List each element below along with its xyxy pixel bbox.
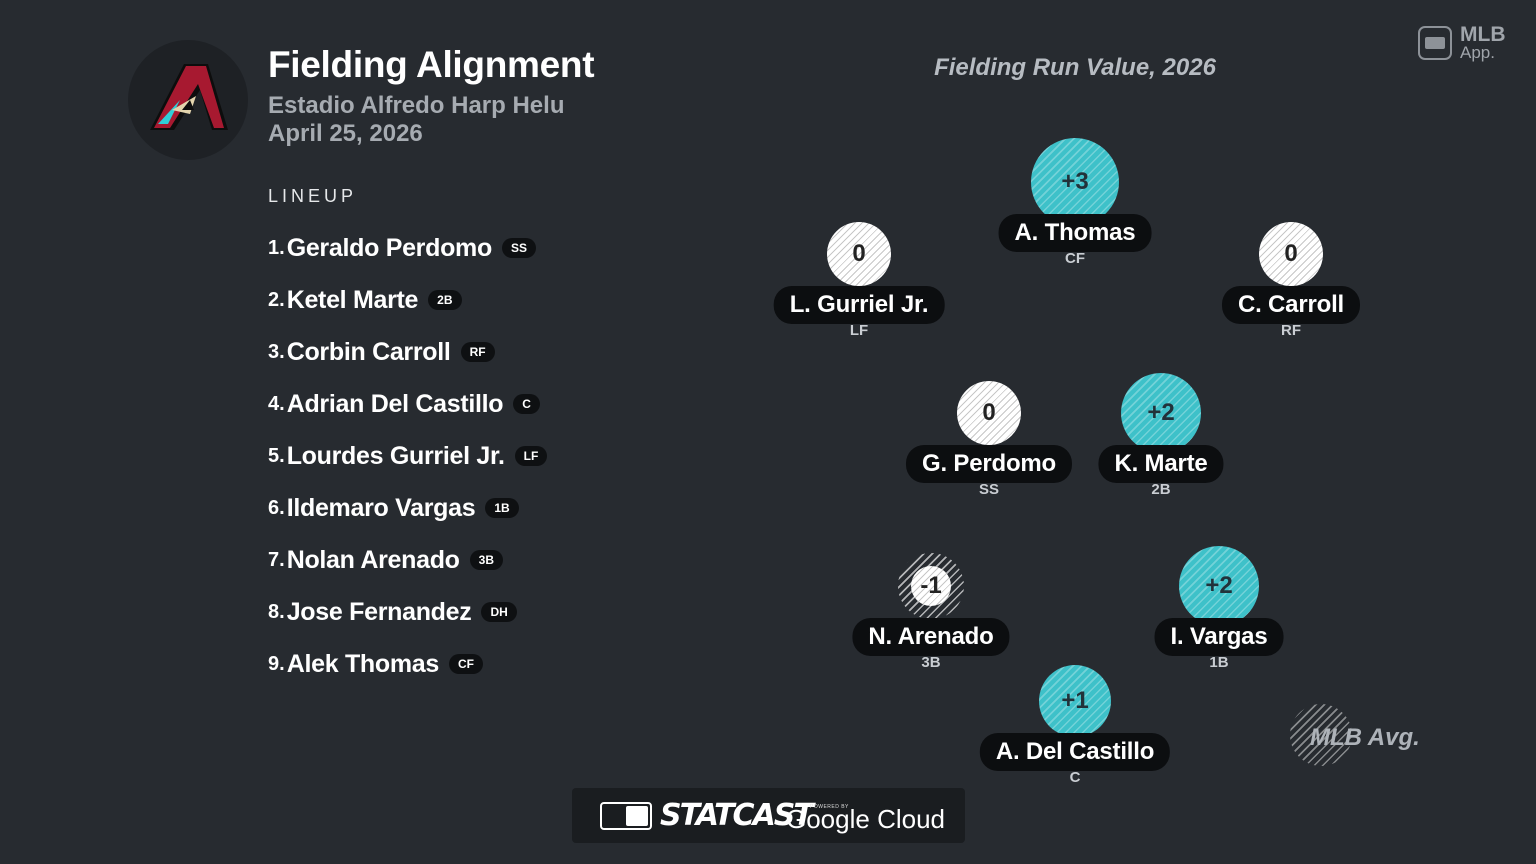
player-name-pill: C. Carroll bbox=[1221, 286, 1361, 324]
venue-label: Estadio Alfredo Harp Helu bbox=[268, 92, 565, 119]
player-position: RF bbox=[1281, 322, 1301, 339]
position-badge: 3B bbox=[469, 550, 503, 570]
player-name-pill: G. Perdomo bbox=[905, 445, 1073, 483]
position-badge: CF bbox=[449, 654, 483, 674]
lineup-number: 6. bbox=[268, 496, 285, 519]
lineup-item: 6. Ildemaro Vargas 1B bbox=[268, 482, 547, 534]
player-position: 1B bbox=[1209, 654, 1229, 671]
lineup-player-name: Adrian Del Castillo bbox=[286, 389, 504, 418]
app-badge-line2: App. bbox=[1460, 43, 1495, 62]
position-badge: C bbox=[513, 394, 540, 414]
lineup-item: 8. Jose Fernandez DH bbox=[268, 586, 547, 638]
player-name-pill: L. Gurriel Jr. bbox=[773, 286, 945, 324]
run-value-bubble: -1 bbox=[911, 566, 951, 606]
lineup-player-name: Lourdes Gurriel Jr. bbox=[286, 441, 505, 470]
position-badge: SS bbox=[501, 238, 536, 258]
statcast-wordmark: STATCAST bbox=[660, 798, 814, 833]
position-badge: 1B bbox=[485, 498, 519, 518]
lineup-number: 9. bbox=[268, 652, 285, 675]
lineup-player-name: Corbin Carroll bbox=[286, 337, 451, 366]
lineup-number: 2. bbox=[268, 288, 285, 311]
lineup-item: 4. Adrian Del Castillo C bbox=[268, 378, 547, 430]
player-position: C bbox=[1069, 769, 1081, 786]
lineup-item: 5. Lourdes Gurriel Jr. LF bbox=[268, 430, 548, 482]
lineup-player-name: Alek Thomas bbox=[286, 649, 440, 678]
player-name-pill: A. Del Castillo bbox=[979, 733, 1171, 771]
player-position: CF bbox=[1065, 250, 1085, 267]
lineup-number: 1. bbox=[268, 236, 285, 259]
player-position: 3B bbox=[921, 654, 941, 671]
player-name-pill: A. Thomas bbox=[998, 214, 1152, 252]
lineup-item: 1. Geraldo Perdomo SS bbox=[268, 222, 547, 274]
position-badge: DH bbox=[481, 602, 517, 622]
legend-label: MLB Avg. bbox=[1310, 724, 1420, 751]
position-badge: LF bbox=[514, 446, 548, 466]
app-badge-line1: MLB bbox=[1460, 23, 1506, 46]
run-value-bubble: 0 bbox=[827, 222, 891, 286]
lineup-player-name: Ketel Marte bbox=[286, 285, 419, 314]
lineup-player-name: Geraldo Perdomo bbox=[286, 233, 493, 262]
player-position: 2B bbox=[1151, 481, 1171, 498]
footer-branding: STATCAST POWERED BY Google Cloud bbox=[572, 788, 965, 843]
lineup-player-name: Nolan Arenado bbox=[286, 545, 460, 574]
chart-title: Fielding Run Value, 2026 bbox=[934, 54, 1216, 81]
lineup-player-name: Jose Fernandez bbox=[286, 597, 472, 626]
game-date: April 25, 2026 bbox=[268, 120, 423, 147]
lineup-item: 9. Alek Thomas CF bbox=[268, 638, 547, 690]
lineup-player-name: Ildemaro Vargas bbox=[286, 493, 476, 522]
player-name-pill: N. Arenado bbox=[852, 618, 1010, 656]
lineup-number: 8. bbox=[268, 600, 285, 623]
lineup-number: 3. bbox=[268, 340, 285, 363]
legend: MLB Avg. bbox=[1288, 704, 1428, 768]
lineup-heading: LINEUP bbox=[268, 186, 358, 206]
lineup-number: 5. bbox=[268, 444, 285, 467]
team-logo bbox=[128, 40, 248, 160]
player-position: SS bbox=[978, 481, 999, 498]
position-badge: 2B bbox=[428, 290, 462, 310]
mlb-logo-icon bbox=[600, 802, 652, 830]
diamondbacks-logo-icon bbox=[150, 64, 228, 130]
page-title: Fielding Alignment bbox=[268, 44, 595, 85]
mlb-app-badge: MLB App. bbox=[1418, 24, 1518, 66]
hatch-swatch-icon bbox=[1290, 704, 1352, 766]
player-position: LF bbox=[849, 322, 869, 339]
lineup-number: 7. bbox=[268, 548, 285, 571]
lineup-list: 1. Geraldo Perdomo SS 2. Ketel Marte 2B 3. Corb… bbox=[268, 222, 548, 690]
player-name-pill: K. Marte bbox=[1098, 445, 1224, 483]
mlb-logo-icon bbox=[1418, 26, 1452, 60]
position-badge: RF bbox=[460, 342, 495, 362]
lineup-item: 7. Nolan Arenado 3B bbox=[268, 534, 547, 586]
player-name-pill: I. Vargas bbox=[1154, 618, 1284, 656]
google-cloud-wordmark: Google Cloud bbox=[786, 804, 945, 834]
run-value-bubble: +2 bbox=[1121, 373, 1201, 453]
lineup-item: 2. Ketel Marte 2B bbox=[268, 274, 547, 326]
run-value-bubble: +1 bbox=[1039, 665, 1111, 737]
run-value-bubble: 0 bbox=[1259, 222, 1323, 286]
run-value-bubble: +2 bbox=[1179, 546, 1259, 626]
powered-by-label: POWERED BY bbox=[810, 804, 849, 810]
lineup-number: 4. bbox=[268, 392, 285, 415]
lineup-item: 3. Corbin Carroll RF bbox=[268, 326, 547, 378]
run-value-bubble: +3 bbox=[1031, 138, 1119, 226]
run-value-bubble: 0 bbox=[957, 381, 1021, 445]
